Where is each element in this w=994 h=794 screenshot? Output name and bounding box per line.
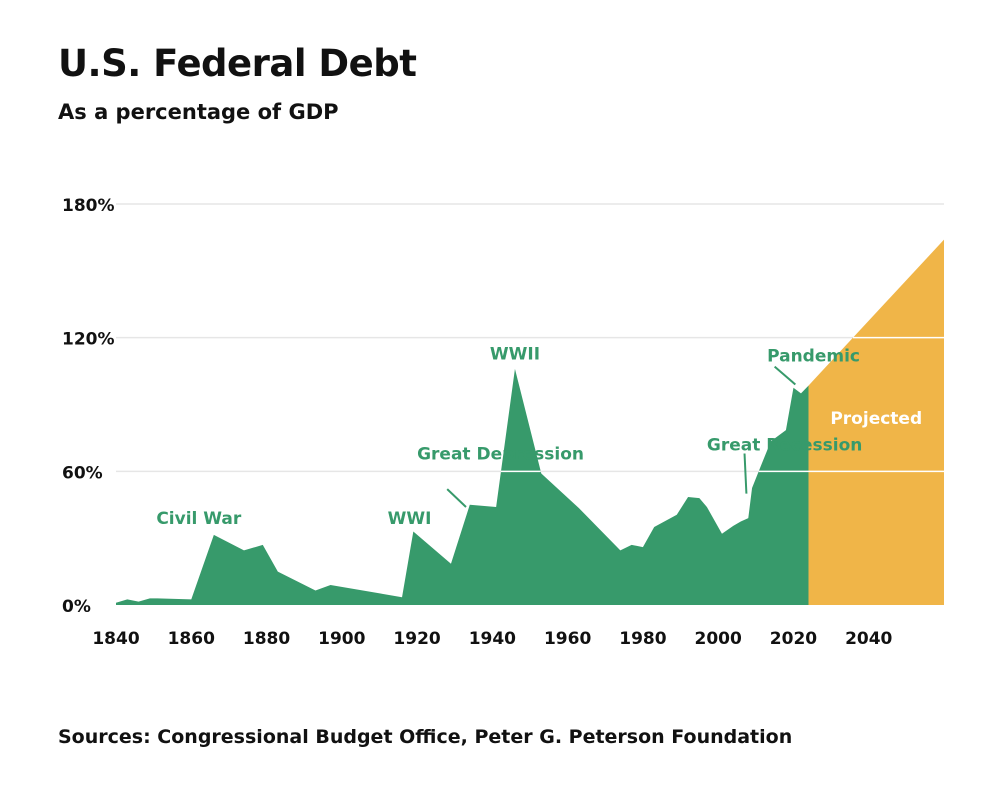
annotation-civil-war: Civil War <box>156 509 242 529</box>
x-tick-label: 1840 <box>92 629 139 649</box>
x-tick-label: 2000 <box>695 629 742 649</box>
x-tick-label: 1920 <box>393 629 440 649</box>
annotations: Civil War WWI Great Depression WWII Great Re… <box>156 344 922 529</box>
annotation-wwii: WWII <box>490 344 540 364</box>
annotation-projected: Projected <box>830 409 922 429</box>
y-axis-ticks: 0% 60% 120% 180% <box>62 196 115 617</box>
annotation-pandemic: Pandemic <box>767 346 860 366</box>
x-tick-label: 1880 <box>243 629 290 649</box>
annotation-great-recession: Great Recession <box>707 436 862 456</box>
area-projected <box>808 239 944 605</box>
chart-title: U.S. Federal Debt <box>58 42 417 85</box>
source-note: Sources: Congressional Budget Office, Pe… <box>58 726 793 748</box>
chart-subtitle: As a percentage of GDP <box>58 100 339 124</box>
projected-gridlines <box>500 336 944 473</box>
x-tick-label: 1980 <box>619 629 666 649</box>
y-tick-label: 0% <box>62 597 91 617</box>
x-tick-label: 1900 <box>318 629 365 649</box>
x-tick-label: 1960 <box>544 629 591 649</box>
y-tick-label: 180% <box>62 196 115 216</box>
x-tick-label: 2040 <box>845 629 892 649</box>
area-historical <box>116 368 809 605</box>
annotation-great-depression: Great Depression <box>417 445 584 465</box>
annotation-pointer-great-recession <box>743 453 748 494</box>
annotation-pointer-great-depression <box>446 488 467 508</box>
y-tick-label: 60% <box>62 463 103 483</box>
data-areas <box>116 239 944 605</box>
x-tick-label: 2020 <box>770 629 817 649</box>
annotation-pointer-pandemic <box>773 365 796 386</box>
y-tick-label: 120% <box>62 330 115 350</box>
x-axis-ticks: 1840 1860 1880 1900 1920 1940 1960 1980 2000 2020… <box>92 629 892 649</box>
x-tick-label: 1860 <box>168 629 215 649</box>
annotation-wwi: WWI <box>388 509 432 529</box>
x-tick-label: 1940 <box>469 629 516 649</box>
